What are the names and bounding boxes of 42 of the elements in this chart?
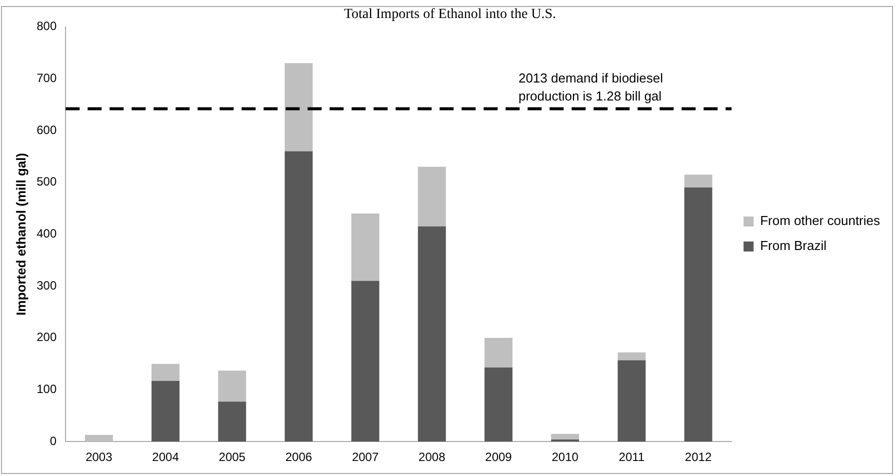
ref-line-label: 2013 demand if biodiesel production is 1.28 bill gal	[518, 70, 664, 104]
x-tick-label: 2012	[684, 450, 712, 464]
bar	[418, 166, 446, 226]
legend-label: From Brazil	[760, 238, 827, 254]
y-tick-label: 800	[36, 19, 57, 34]
y-tick-label: 700	[36, 70, 57, 85]
bar	[618, 352, 646, 360]
y-tick-label: 100	[36, 382, 57, 396]
y-tick-label: 300	[36, 278, 57, 292]
bar	[418, 226, 446, 442]
x-tick-label: 2007	[352, 450, 379, 464]
bar	[551, 434, 580, 440]
bar	[618, 360, 646, 442]
x-tick-label: 2006	[285, 450, 312, 464]
bar	[684, 188, 712, 442]
bar	[284, 151, 313, 442]
bar	[152, 364, 180, 381]
bar	[351, 280, 380, 442]
bar	[218, 402, 246, 442]
bar	[84, 434, 113, 442]
x-tick-label: 2010	[552, 450, 579, 464]
chart-title: Total Imports of Ethanol into the U.S.	[344, 7, 556, 22]
y-tick-label: 400	[36, 226, 57, 241]
bar	[484, 367, 512, 442]
x-tick-label: 2009	[485, 450, 512, 464]
bar	[218, 370, 246, 402]
legend-label: From other countries	[760, 213, 880, 228]
x-tick-label: 2004	[152, 450, 180, 464]
x-tick-label: 2003	[86, 450, 113, 464]
y-tick-label: 200	[36, 330, 57, 344]
y-axis-title: Imported ethanol (mill gal)	[13, 152, 28, 316]
bar	[684, 174, 712, 188]
y-tick-label: 0	[50, 434, 57, 448]
bar	[484, 338, 512, 368]
bar	[351, 213, 380, 281]
x-tick-label: 2011	[618, 450, 645, 464]
y-tick-label: 500	[36, 174, 57, 189]
bar	[152, 380, 180, 442]
bar	[284, 63, 313, 152]
x-tick-label: 2005	[218, 450, 246, 464]
y-tick-label: 600	[36, 122, 57, 137]
x-tick-label: 2008	[418, 450, 446, 464]
